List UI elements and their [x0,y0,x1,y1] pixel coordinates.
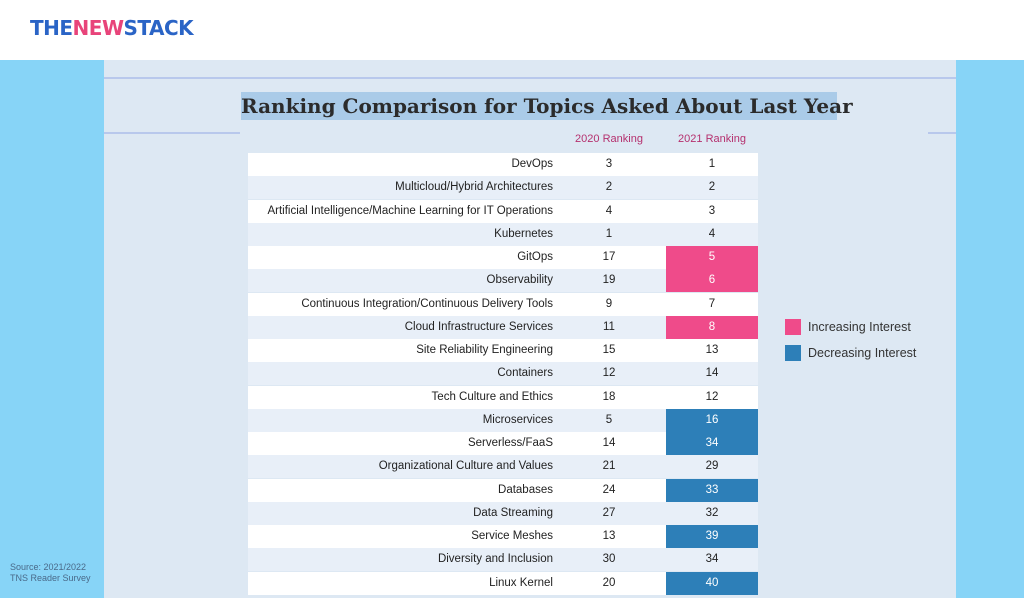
rank-2021-cell: 8 [666,315,758,339]
table-row: Service Meshes 13 39 [248,525,758,548]
table-row: Artificial Intelligence/Machine Learning… [248,199,758,223]
rank-2020-cell: 19 [602,274,616,287]
topic-label: Cloud Infrastructure Services [404,320,553,333]
logo-part-the: THE [30,16,73,40]
rank-2021-cell: 6 [666,269,758,293]
table-row: Observability 19 6 [248,269,758,293]
topic-label: Artificial Intelligence/Machine Learning… [267,204,553,217]
rank-2021-cell: 3 [708,204,716,217]
rank-2020-cell: 3 [605,158,613,170]
chart-title: Ranking Comparison for Topics Asked Abou… [241,94,853,118]
rank-2021-cell: 2 [708,181,716,194]
table-row: Organizational Culture and Values 21 29 [248,455,758,479]
table-row: GitOps 17 5 [248,246,758,269]
source-note: Source: 2021/2022 TNS Reader Survey [10,562,91,584]
rank-2020-cell: 13 [602,530,616,542]
rank-2021-cell: 32 [705,506,719,519]
divider-top [104,77,956,79]
rank-2021-cell: 34 [705,553,719,566]
table-row: Kubernetes 1 4 [248,222,758,246]
rank-2021-cell: 16 [666,408,758,432]
topic-label: Continuous Integration/Continuous Delive… [301,297,553,310]
topic-label: Containers [497,367,553,380]
legend-label: Decreasing Interest [808,346,917,360]
table-row: Continuous Integration/Continuous Delive… [248,292,758,316]
rank-2021-cell: 29 [705,460,719,473]
rank-2021-cell: 13 [705,344,719,356]
rank-2020-cell: 30 [602,553,616,566]
table-row: Tech Culture and Ethics 18 12 [248,385,758,409]
site-logo[interactable]: THENEWSTACK [30,16,194,40]
table-row: Containers 12 14 [248,362,758,386]
rank-2020-cell: 27 [602,506,616,519]
rank-2021-cell: 12 [705,390,719,403]
topic-label: Linux Kernel [489,576,553,589]
rank-2020-cell: 15 [602,344,616,356]
column-header-2020: 2020 Ranking [575,133,643,145]
rank-2021-cell: 7 [708,297,716,310]
topic-label: Databases [498,483,553,496]
topic-label: Kubernetes [494,227,553,240]
rank-2021-cell: 4 [708,227,716,240]
logo-part-new: NEW [72,16,124,40]
topic-label: Microservices [482,413,553,426]
rank-2021-cell: 1 [708,158,716,170]
topic-label: Observability [486,274,553,287]
legend-swatch [785,319,801,335]
rank-2021-cell: 33 [666,478,758,502]
column-header-2021: 2021 Ranking [678,133,746,145]
rank-2020-cell: 14 [602,437,616,449]
table-row: Microservices 5 16 [248,408,758,432]
table-row: Linux Kernel 20 40 [248,571,758,595]
legend-swatch [785,345,801,361]
rank-2020-cell: 11 [603,320,615,333]
rank-2020-cell: 20 [602,576,616,589]
topic-label: GitOps [517,251,553,263]
topic-label: Site Reliability Engineering [416,344,553,356]
topic-label: Tech Culture and Ethics [431,390,553,403]
table-row: DevOps 3 1 [248,153,758,176]
rank-2020-cell: 2 [605,181,613,194]
rank-2020-cell: 24 [602,483,616,496]
source-line-1: Source: 2021/2022 [10,562,87,572]
rank-2020-cell: 18 [602,390,616,403]
topic-label: Diversity and Inclusion [437,553,553,566]
table-row: Cloud Infrastructure Services 11 8 [248,315,758,339]
divider-left [104,132,240,134]
rank-2020-cell: 9 [605,297,613,310]
topic-label: DevOps [511,158,553,170]
rank-2021-cell: 5 [666,246,758,269]
divider-right [928,132,956,134]
table-row: Databases 24 33 [248,478,758,502]
rank-2021-cell: 40 [666,571,758,595]
table-row: Multicloud/Hybrid Architectures 2 2 [248,176,758,200]
header-bar: THENEWSTACK [0,0,1024,60]
logo-part-stack: STACK [123,16,194,40]
table-row: Serverless/FaaS 14 34 [248,432,758,455]
table-row: Diversity and Inclusion 30 34 [248,548,758,572]
rank-2020-cell: 12 [602,367,616,380]
rank-2020-cell: 21 [602,460,616,473]
table-row: Data Streaming 27 32 [248,501,758,525]
topic-label: Service Meshes [471,530,553,542]
topic-label: Multicloud/Hybrid Architectures [395,181,553,194]
topic-label: Serverless/FaaS [467,437,553,449]
rank-2021-cell: 14 [705,367,719,380]
topic-label: Organizational Culture and Values [378,460,553,473]
rank-2020-cell: 1 [605,227,613,240]
source-line-2: TNS Reader Survey [10,573,91,583]
table-row: Site Reliability Engineering 15 13 [248,339,758,362]
title-highlight [241,92,837,120]
rank-2020-cell: 5 [605,413,613,426]
rank-2021-cell: 34 [666,432,758,455]
rank-2021-cell: 39 [666,525,758,548]
legend-label: Increasing Interest [808,320,911,334]
rank-2020-cell: 4 [605,204,613,217]
rank-2020-cell: 17 [602,251,616,263]
topic-label: Data Streaming [473,506,553,519]
